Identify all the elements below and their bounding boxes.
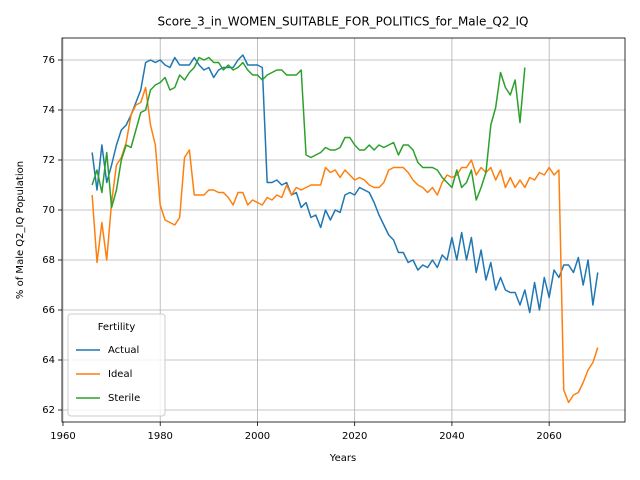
y-tick-label: 66 (42, 305, 55, 316)
legend-title: Fertility (98, 322, 136, 333)
legend-label: Ideal (108, 369, 132, 380)
y-tick-label: 70 (42, 205, 55, 216)
y-tick-label: 76 (42, 55, 55, 66)
x-tick-label: 2000 (245, 431, 270, 442)
line-series (91, 56, 526, 209)
legend-label: Actual (108, 345, 139, 356)
y-tick-label: 72 (42, 155, 55, 166)
plot-frame (61, 37, 626, 423)
chart-title: Score_3_in_WOMEN_SUITABLE_FOR_POLITICS_f… (158, 15, 529, 29)
y-tick-label: 64 (42, 355, 55, 366)
x-axis-label: Years (329, 453, 356, 464)
y-tick-label: 62 (42, 405, 55, 416)
y-axis-label: % of Male Q2_IQ Population (15, 161, 26, 299)
x-tick-label: 1980 (147, 431, 172, 442)
line-series (91, 86, 599, 404)
line-series (91, 54, 599, 314)
x-tick-label: 2020 (342, 431, 367, 442)
y-tick-label: 74 (42, 105, 55, 116)
legend-box (67, 313, 166, 417)
x-tick-label: 2040 (439, 431, 464, 442)
x-tick-label: 2060 (536, 431, 561, 442)
legend-label: Sterile (108, 393, 140, 404)
x-tick-label: 1960 (50, 431, 75, 442)
y-tick-label: 68 (42, 255, 55, 266)
